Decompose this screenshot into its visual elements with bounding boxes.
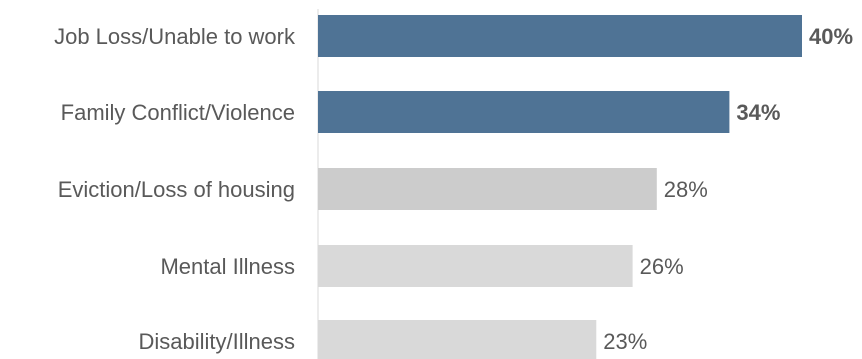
- bar-0: [318, 15, 802, 57]
- value-label-4: 23%: [603, 329, 647, 354]
- value-labels-group: 40% 34% 28% 26% 23%: [603, 24, 853, 354]
- category-label-2: Eviction/Loss of housing: [58, 177, 295, 202]
- category-label-0: Job Loss/Unable to work: [54, 24, 296, 49]
- category-label-1: Family Conflict/Violence: [61, 100, 295, 125]
- value-label-2: 28%: [664, 177, 708, 202]
- category-labels-group: Job Loss/Unable to work Family Conflict/V…: [54, 24, 296, 354]
- value-label-1: 34%: [736, 100, 780, 125]
- bar-2: [318, 168, 657, 210]
- bar-4: [318, 320, 597, 359]
- bars-group: [318, 15, 802, 359]
- category-label-3: Mental Illness: [160, 254, 295, 279]
- category-label-4: Disability/Illness: [139, 329, 296, 354]
- bar-3: [318, 245, 633, 287]
- value-label-0: 40%: [809, 24, 853, 49]
- value-label-3: 26%: [640, 254, 684, 279]
- bar-1: [318, 91, 730, 133]
